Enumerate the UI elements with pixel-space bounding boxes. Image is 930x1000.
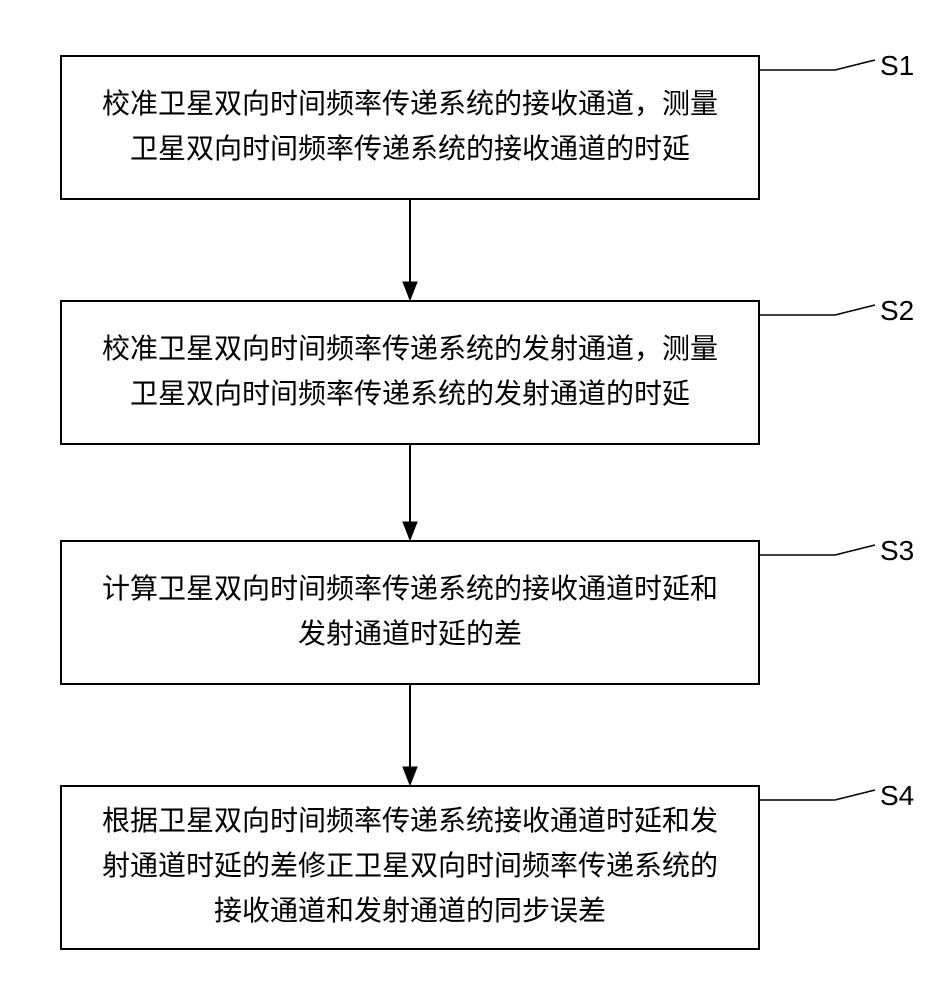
step-label-s1: S1	[880, 50, 914, 82]
step-text-s3: 计算卫星双向时间频率传递系统的接收通道时延和发射通道时延的差	[92, 568, 728, 658]
arrow-s3-s4	[400, 685, 420, 785]
step-text-s1: 校准卫星双向时间频率传递系统的接收通道，测量卫星双向时间频率传递系统的接收通道的…	[92, 83, 728, 173]
arrow-s2-s3	[400, 445, 420, 540]
step-label-s2: S2	[880, 295, 914, 327]
step-text-s2: 校准卫星双向时间频率传递系统的发射通道，测量卫星双向时间频率传递系统的发射通道的…	[92, 328, 728, 418]
label-line-s2	[760, 295, 880, 325]
step-label-s4: S4	[880, 780, 914, 812]
label-line-s4	[760, 780, 880, 810]
step-box-s3: 计算卫星双向时间频率传递系统的接收通道时延和发射通道时延的差	[60, 540, 760, 685]
label-line-s3	[760, 535, 880, 565]
step-box-s1: 校准卫星双向时间频率传递系统的接收通道，测量卫星双向时间频率传递系统的接收通道的…	[60, 55, 760, 200]
step-label-s3: S3	[880, 535, 914, 567]
step-text-s4: 根据卫星双向时间频率传递系统接收通道时延和发射通道时延的差修正卫星双向时间频率传…	[92, 800, 728, 934]
arrow-s1-s2	[400, 200, 420, 300]
label-line-s1	[760, 50, 880, 80]
flowchart-container: 校准卫星双向时间频率传递系统的接收通道，测量卫星双向时间频率传递系统的接收通道的…	[0, 0, 930, 1000]
step-box-s4: 根据卫星双向时间频率传递系统接收通道时延和发射通道时延的差修正卫星双向时间频率传…	[60, 785, 760, 950]
step-box-s2: 校准卫星双向时间频率传递系统的发射通道，测量卫星双向时间频率传递系统的发射通道的…	[60, 300, 760, 445]
